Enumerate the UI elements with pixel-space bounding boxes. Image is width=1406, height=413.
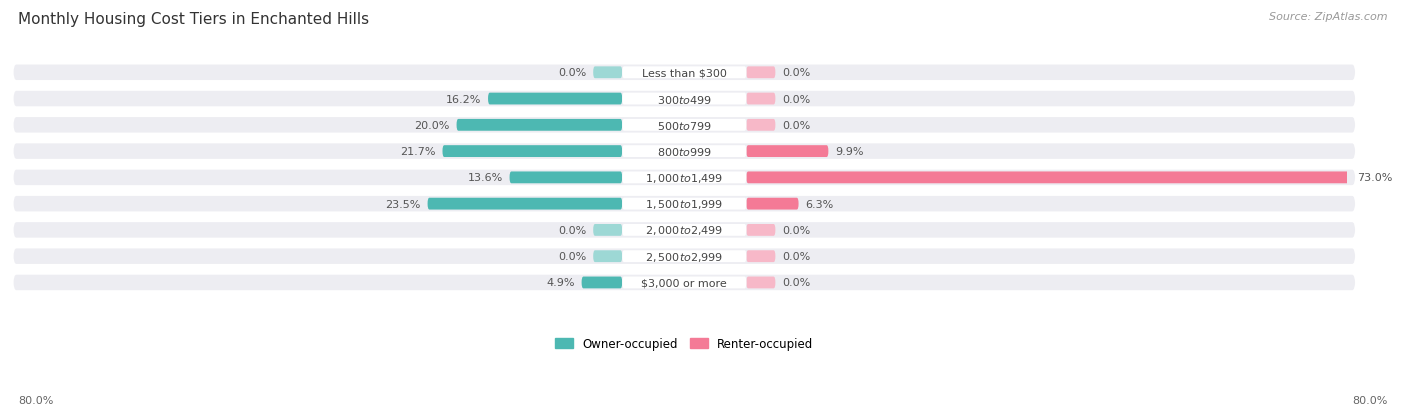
Text: 0.0%: 0.0% bbox=[782, 278, 810, 288]
Legend: Owner-occupied, Renter-occupied: Owner-occupied, Renter-occupied bbox=[551, 332, 818, 355]
Text: 20.0%: 20.0% bbox=[415, 121, 450, 131]
Text: $300 to $499: $300 to $499 bbox=[657, 93, 711, 105]
FancyBboxPatch shape bbox=[593, 67, 623, 79]
FancyBboxPatch shape bbox=[747, 277, 775, 289]
FancyBboxPatch shape bbox=[14, 118, 1355, 133]
Text: Source: ZipAtlas.com: Source: ZipAtlas.com bbox=[1270, 12, 1388, 22]
Text: 13.6%: 13.6% bbox=[468, 173, 503, 183]
FancyBboxPatch shape bbox=[747, 224, 775, 236]
FancyBboxPatch shape bbox=[623, 251, 747, 263]
FancyBboxPatch shape bbox=[443, 146, 623, 158]
Text: 73.0%: 73.0% bbox=[1358, 173, 1393, 183]
FancyBboxPatch shape bbox=[623, 277, 747, 289]
FancyBboxPatch shape bbox=[14, 144, 1355, 159]
FancyBboxPatch shape bbox=[14, 275, 1355, 290]
FancyBboxPatch shape bbox=[14, 223, 1355, 238]
FancyBboxPatch shape bbox=[747, 67, 775, 79]
Text: $800 to $999: $800 to $999 bbox=[657, 146, 711, 158]
FancyBboxPatch shape bbox=[623, 172, 747, 184]
Text: 0.0%: 0.0% bbox=[782, 252, 810, 261]
FancyBboxPatch shape bbox=[14, 170, 1355, 186]
FancyBboxPatch shape bbox=[747, 146, 828, 158]
Text: Monthly Housing Cost Tiers in Enchanted Hills: Monthly Housing Cost Tiers in Enchanted … bbox=[18, 12, 370, 27]
FancyBboxPatch shape bbox=[509, 172, 623, 184]
Text: Less than $300: Less than $300 bbox=[643, 68, 727, 78]
Text: 0.0%: 0.0% bbox=[558, 225, 586, 235]
FancyBboxPatch shape bbox=[582, 277, 623, 289]
Text: 80.0%: 80.0% bbox=[18, 395, 53, 405]
FancyBboxPatch shape bbox=[747, 198, 799, 210]
Text: 0.0%: 0.0% bbox=[782, 68, 810, 78]
FancyBboxPatch shape bbox=[747, 172, 1351, 184]
FancyBboxPatch shape bbox=[593, 251, 623, 263]
FancyBboxPatch shape bbox=[14, 197, 1355, 212]
FancyBboxPatch shape bbox=[14, 92, 1355, 107]
Text: $2,500 to $2,999: $2,500 to $2,999 bbox=[645, 250, 724, 263]
Text: 80.0%: 80.0% bbox=[1353, 395, 1388, 405]
FancyBboxPatch shape bbox=[623, 120, 747, 131]
Text: 9.9%: 9.9% bbox=[835, 147, 863, 157]
Text: 0.0%: 0.0% bbox=[782, 94, 810, 104]
FancyBboxPatch shape bbox=[14, 65, 1355, 81]
FancyBboxPatch shape bbox=[747, 251, 775, 263]
FancyBboxPatch shape bbox=[623, 93, 747, 105]
Text: $500 to $799: $500 to $799 bbox=[657, 119, 711, 131]
Text: 0.0%: 0.0% bbox=[782, 225, 810, 235]
Text: 21.7%: 21.7% bbox=[401, 147, 436, 157]
Text: 0.0%: 0.0% bbox=[558, 252, 586, 261]
FancyBboxPatch shape bbox=[14, 249, 1355, 264]
Text: 0.0%: 0.0% bbox=[782, 121, 810, 131]
Text: $1,500 to $1,999: $1,500 to $1,999 bbox=[645, 198, 724, 211]
Text: 6.3%: 6.3% bbox=[806, 199, 834, 209]
Text: $1,000 to $1,499: $1,000 to $1,499 bbox=[645, 171, 724, 185]
FancyBboxPatch shape bbox=[747, 120, 775, 131]
FancyBboxPatch shape bbox=[427, 198, 623, 210]
FancyBboxPatch shape bbox=[623, 146, 747, 158]
Text: $3,000 or more: $3,000 or more bbox=[641, 278, 727, 288]
Text: 16.2%: 16.2% bbox=[446, 94, 481, 104]
Text: 4.9%: 4.9% bbox=[547, 278, 575, 288]
FancyBboxPatch shape bbox=[623, 224, 747, 236]
FancyBboxPatch shape bbox=[488, 93, 623, 105]
Text: 23.5%: 23.5% bbox=[385, 199, 420, 209]
Text: 0.0%: 0.0% bbox=[558, 68, 586, 78]
Text: $2,000 to $2,499: $2,000 to $2,499 bbox=[645, 224, 724, 237]
FancyBboxPatch shape bbox=[457, 120, 623, 131]
FancyBboxPatch shape bbox=[593, 224, 623, 236]
FancyBboxPatch shape bbox=[623, 198, 747, 210]
FancyBboxPatch shape bbox=[747, 93, 775, 105]
FancyBboxPatch shape bbox=[623, 67, 747, 79]
